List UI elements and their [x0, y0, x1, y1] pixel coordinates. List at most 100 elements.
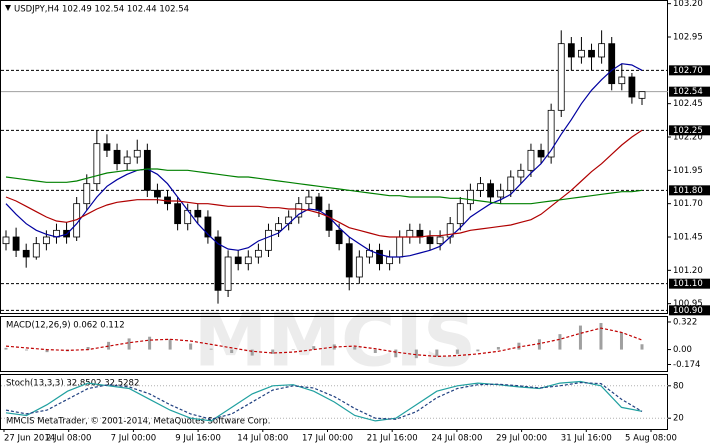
- current-price-label: 102.54: [673, 87, 703, 97]
- line-signal: [5, 381, 643, 420]
- candle-body: [315, 196, 323, 211]
- candle-body: [406, 229, 414, 238]
- macd-bar: [414, 349, 418, 359]
- level-label: 100.90: [673, 306, 703, 316]
- candle-body: [123, 156, 131, 165]
- candle-body: [547, 109, 555, 158]
- x-tick-label: 21 Jul 16:00: [367, 434, 418, 444]
- macd-bar: [250, 349, 254, 356]
- candle-body: [517, 169, 525, 178]
- candle-body: [557, 43, 565, 111]
- macd-bar: [127, 338, 131, 350]
- candle-body: [204, 216, 212, 238]
- x-tick-label: 31 Jul 16:00: [561, 434, 612, 444]
- candle-body: [638, 91, 646, 99]
- candle-body: [588, 49, 595, 58]
- x-tick-label: 27 Jun 2014: [4, 434, 55, 444]
- x-tick-label: 9 Jul 16:00: [175, 434, 221, 444]
- macd-window: [0, 316, 668, 372]
- candle-body: [244, 256, 252, 265]
- y-tick-label: 101.20: [673, 266, 703, 276]
- x-tick-label: 29 Jul 00:00: [496, 434, 547, 444]
- candle-body: [285, 216, 293, 225]
- y-tick-label: 101.95: [673, 166, 703, 176]
- candle-body: [254, 249, 262, 258]
- candle-body: [527, 149, 535, 171]
- level-box: [669, 278, 710, 289]
- y-tick-label: 0.322: [673, 317, 697, 327]
- y-tick-label: 20: [673, 414, 684, 424]
- candle-body: [376, 249, 383, 265]
- y-tick-label: 102.95: [673, 33, 703, 43]
- y-tick-label: 80: [673, 381, 684, 391]
- candle-body: [456, 203, 464, 225]
- macd-bar: [578, 325, 582, 350]
- x-tick-label: 24 Jul 08:00: [431, 434, 482, 444]
- candle-body: [355, 256, 363, 278]
- main-title: USDJPY,H4 102.49 102.54 102.44 102.54: [14, 5, 189, 15]
- x-tick-label: 5 Aug 08:00: [625, 434, 677, 444]
- y-tick-label: 100.95: [673, 299, 703, 309]
- candle-body: [487, 183, 494, 198]
- candle-body: [22, 249, 30, 258]
- line-values: [5, 129, 643, 238]
- candle-body: [578, 49, 585, 58]
- candle-body: [426, 236, 434, 245]
- candle-body: [477, 183, 484, 191]
- candle-body: [537, 149, 545, 158]
- menu-arrow: [5, 5, 11, 11]
- candle-body: [12, 236, 20, 251]
- candle-body: [133, 149, 141, 158]
- macd-bar: [291, 349, 295, 351]
- candle-body: [194, 209, 202, 218]
- candle-body: [386, 256, 394, 265]
- macd-bar: [312, 346, 316, 350]
- x-tick-label: 17 Jul 00:00: [302, 434, 353, 444]
- x-tick-label: 14 Jul 08:00: [237, 434, 288, 444]
- macd-bar: [640, 344, 644, 350]
- main-window: [0, 0, 668, 314]
- candle-body: [628, 76, 636, 98]
- candle-body: [265, 229, 272, 251]
- candle-body: [507, 176, 515, 191]
- macd-bar: [619, 332, 623, 350]
- candle-body: [174, 203, 182, 225]
- level-label: 102.25: [673, 126, 703, 136]
- candle-body: [396, 236, 404, 258]
- candle-body: [83, 183, 91, 205]
- candle-body: [466, 189, 474, 205]
- level-box: [669, 125, 710, 136]
- y-tick-label: 103.20: [673, 0, 703, 9]
- candle-body: [275, 223, 282, 231]
- candle-body: [42, 236, 50, 245]
- y-tick-label: 102.45: [673, 99, 703, 109]
- y-tick-label: 0.00: [673, 345, 692, 355]
- macd-bar: [373, 349, 377, 353]
- candle-body: [2, 236, 10, 245]
- candle-body: [567, 43, 575, 58]
- candle-body: [305, 196, 313, 205]
- macd-bar: [4, 347, 8, 350]
- candle-body: [32, 243, 40, 258]
- macd-bar: [517, 342, 521, 350]
- candle-body: [335, 229, 343, 245]
- level-box: [669, 185, 710, 196]
- footer: MMCIS MetaTrader, © 2001-2014, MetaQuote…: [6, 417, 270, 427]
- level-box: [669, 305, 710, 316]
- x-tick-label: 2 Jul 08:00: [46, 434, 92, 444]
- macd-bar: [271, 349, 275, 354]
- candle-body: [103, 143, 111, 151]
- y-tick-label: 101.45: [673, 233, 703, 243]
- candle-body: [618, 76, 626, 85]
- macd-bar: [189, 343, 193, 350]
- line-signal: [5, 327, 643, 358]
- macd-bar: [148, 336, 152, 350]
- macd-bar: [558, 334, 562, 350]
- line-values: [5, 63, 643, 258]
- candle-body: [295, 203, 303, 218]
- candle-body: [598, 43, 606, 58]
- candle-body: [436, 236, 444, 245]
- macd-bar: [86, 347, 90, 350]
- macd-bar: [394, 349, 398, 358]
